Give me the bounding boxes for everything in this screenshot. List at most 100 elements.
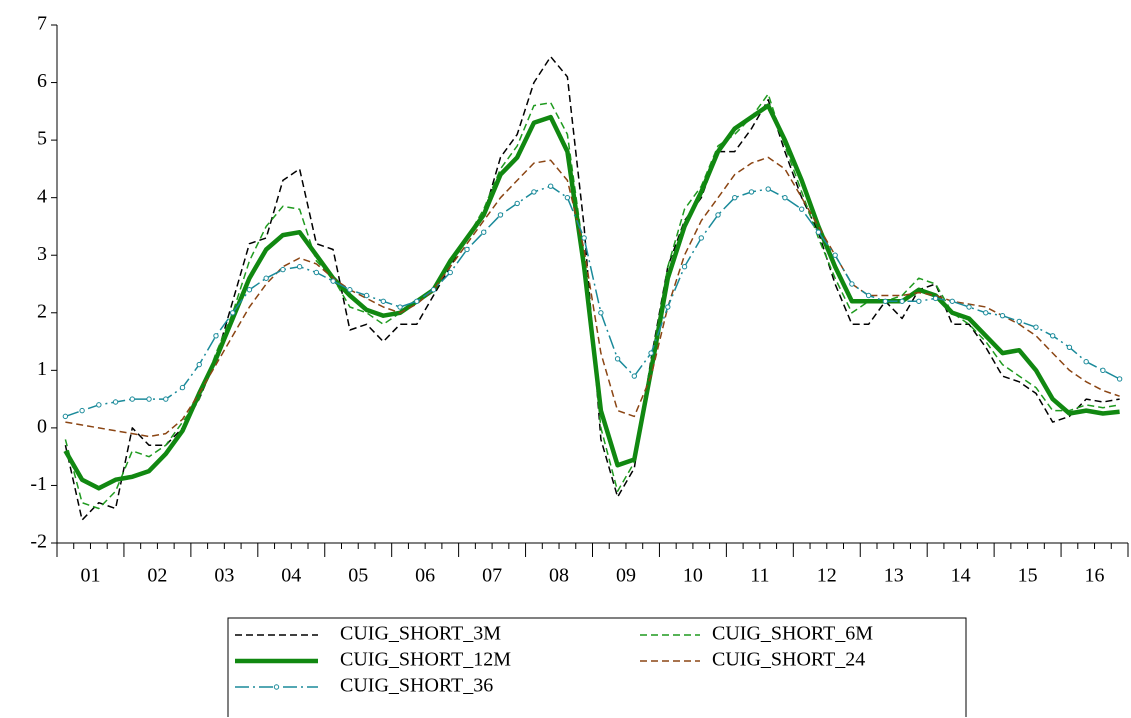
legend-marker bbox=[273, 684, 280, 690]
point-marker bbox=[1100, 367, 1106, 374]
point-marker bbox=[782, 194, 788, 201]
point-marker bbox=[932, 295, 939, 302]
legend-label: CUIG_SHORT_12M bbox=[340, 649, 511, 671]
point-marker bbox=[832, 252, 838, 258]
x-tick-label: 04 bbox=[281, 565, 301, 587]
point-marker bbox=[631, 373, 638, 379]
point-marker bbox=[447, 269, 453, 276]
y-tick-label: 4 bbox=[37, 185, 47, 207]
point-marker bbox=[514, 200, 520, 207]
legend-label: CUIG_SHORT_3M bbox=[340, 623, 501, 645]
y-tick-label: 3 bbox=[37, 243, 47, 265]
legend-box bbox=[227, 617, 967, 717]
point-marker bbox=[464, 246, 470, 253]
point-marker bbox=[1066, 344, 1073, 351]
series-line bbox=[65, 156, 1120, 438]
point-marker bbox=[146, 396, 152, 402]
point-marker bbox=[497, 212, 504, 218]
series-line bbox=[64, 55, 1120, 521]
point-marker bbox=[732, 194, 738, 201]
x-tick-label: 11 bbox=[750, 565, 769, 587]
point-marker bbox=[698, 235, 704, 241]
series-line bbox=[63, 103, 1120, 491]
point-marker bbox=[129, 396, 136, 402]
y-tick-label: 6 bbox=[37, 70, 47, 92]
point-marker bbox=[849, 281, 855, 287]
point-marker bbox=[196, 361, 202, 368]
point-marker bbox=[96, 402, 102, 408]
point-marker bbox=[330, 278, 336, 284]
point-marker bbox=[380, 298, 387, 304]
point-marker bbox=[665, 304, 671, 310]
point-marker bbox=[949, 298, 955, 304]
point-marker bbox=[564, 194, 571, 201]
point-marker bbox=[1083, 359, 1089, 365]
point-marker bbox=[715, 212, 721, 218]
point-marker bbox=[62, 413, 69, 420]
point-marker bbox=[1033, 324, 1039, 330]
point-marker bbox=[681, 264, 688, 270]
point-marker bbox=[246, 287, 253, 293]
y-tick-label: 5 bbox=[37, 128, 47, 150]
x-tick-label: 15 bbox=[1018, 565, 1038, 587]
point-marker bbox=[79, 407, 85, 414]
point-marker bbox=[1016, 318, 1022, 325]
point-marker bbox=[581, 235, 587, 241]
x-tick-label: 02 bbox=[147, 565, 167, 587]
x-tick-label: 09 bbox=[616, 565, 636, 587]
point-marker bbox=[765, 186, 771, 192]
legend-label: CUIG_SHORT_36 bbox=[340, 675, 493, 697]
y-tick-label: 7 bbox=[37, 13, 47, 35]
y-tick-label: 0 bbox=[37, 415, 47, 437]
x-tick-label: 10 bbox=[683, 565, 703, 587]
x-tick-label: 05 bbox=[348, 565, 368, 587]
point-marker bbox=[296, 264, 303, 270]
point-marker bbox=[430, 287, 437, 293]
point-marker bbox=[614, 356, 621, 362]
point-marker bbox=[547, 183, 554, 189]
point-marker bbox=[112, 399, 119, 405]
x-tick-label: 06 bbox=[415, 565, 435, 587]
point-marker bbox=[313, 269, 320, 276]
x-tick-label: 01 bbox=[80, 565, 100, 587]
x-tick-label: 16 bbox=[1085, 565, 1105, 587]
x-tick-label: 12 bbox=[817, 565, 837, 587]
x-tick-label: 07 bbox=[482, 565, 502, 587]
point-marker bbox=[280, 266, 286, 273]
point-marker bbox=[598, 310, 604, 316]
y-tick-label: -1 bbox=[30, 473, 47, 495]
x-tick-label: 13 bbox=[884, 565, 904, 587]
point-marker bbox=[983, 310, 989, 316]
point-marker bbox=[916, 298, 922, 304]
point-marker bbox=[648, 350, 654, 356]
x-tick-label: 08 bbox=[549, 565, 569, 587]
point-marker bbox=[882, 298, 889, 304]
point-marker bbox=[481, 229, 487, 235]
point-marker bbox=[1116, 376, 1123, 382]
legend-label: CUIG_SHORT_6M bbox=[712, 623, 873, 645]
x-tick-label: 03 bbox=[214, 565, 234, 587]
series-line bbox=[65, 185, 1120, 418]
point-marker bbox=[163, 396, 169, 402]
point-marker bbox=[966, 304, 972, 310]
point-marker bbox=[531, 189, 537, 195]
y-tick-label: -2 bbox=[30, 531, 47, 553]
point-marker bbox=[179, 384, 186, 391]
point-marker bbox=[213, 333, 219, 339]
y-tick-label: 1 bbox=[37, 358, 47, 380]
legend-label: CUIG_SHORT_24 bbox=[712, 649, 865, 671]
y-tick-label: 2 bbox=[37, 300, 47, 322]
point-marker bbox=[347, 287, 353, 293]
point-marker bbox=[263, 275, 269, 281]
point-marker bbox=[230, 310, 236, 316]
x-tick-label: 14 bbox=[951, 565, 971, 587]
point-marker bbox=[414, 298, 420, 304]
point-marker bbox=[899, 298, 905, 304]
point-marker bbox=[865, 292, 872, 299]
series-line bbox=[64, 93, 1120, 510]
point-marker bbox=[397, 304, 403, 310]
point-marker bbox=[1049, 333, 1056, 339]
point-marker bbox=[815, 229, 822, 235]
point-marker bbox=[363, 292, 370, 299]
